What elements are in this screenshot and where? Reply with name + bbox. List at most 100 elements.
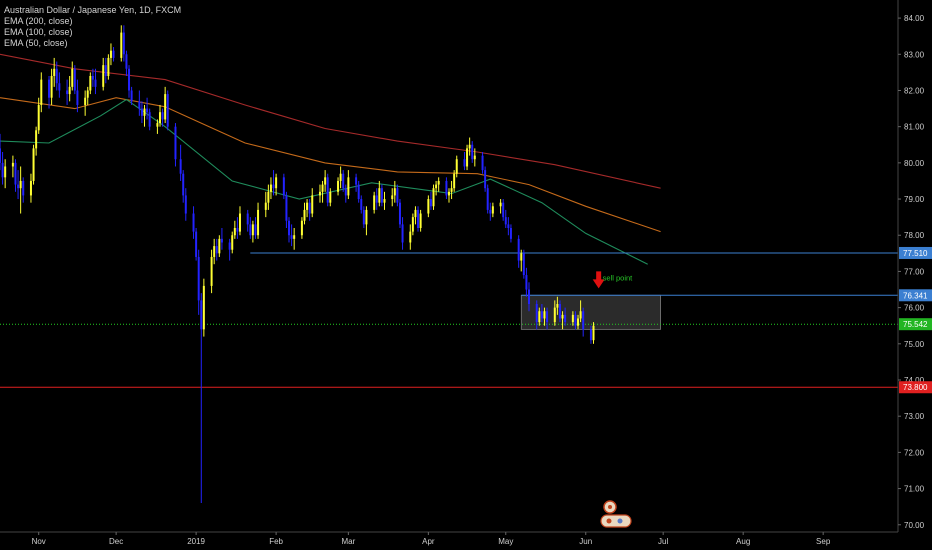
candle (308, 199, 311, 221)
candle-body (11, 162, 14, 167)
y-tick-label: 84.00 (904, 14, 925, 23)
candle-body (109, 50, 112, 58)
x-tick-label: Jun (579, 537, 592, 546)
candle (269, 177, 272, 200)
candle-body (375, 195, 378, 203)
candle (40, 72, 43, 113)
candle-body (417, 209, 420, 228)
candle-body (393, 188, 396, 196)
candle (574, 311, 577, 330)
candle-body (535, 304, 538, 323)
candle (257, 202, 260, 239)
candle (409, 224, 412, 250)
candle (303, 202, 306, 225)
watermark-logo (600, 500, 632, 528)
candle (522, 249, 525, 279)
candle (556, 296, 559, 315)
candle (435, 180, 438, 196)
candle-body (391, 195, 394, 200)
candle-body (543, 311, 546, 319)
candle (68, 76, 71, 102)
x-tick-label: 2019 (187, 537, 205, 546)
candle (285, 191, 288, 228)
x-tick-label: Jul (658, 537, 668, 546)
candle-body (272, 184, 275, 189)
price-tag-label: 75.542 (903, 320, 928, 329)
y-tick-label: 79.00 (904, 195, 925, 204)
candle-body (68, 86, 71, 95)
candle (231, 231, 234, 254)
candle (561, 311, 564, 330)
candle-body (339, 173, 342, 181)
candle (318, 184, 321, 203)
candle-body (365, 209, 368, 225)
sell-point-label: sell point (603, 273, 634, 282)
candle (337, 177, 340, 196)
candle (213, 238, 216, 265)
candle-body (592, 325, 595, 341)
candle-body (71, 68, 74, 87)
candle-body (509, 228, 512, 239)
candle-body (432, 188, 435, 207)
candle-body (288, 220, 291, 236)
candle-body (112, 50, 115, 58)
candle-body (89, 76, 92, 91)
candle (76, 79, 79, 113)
candle-body (489, 209, 492, 214)
candle-body (321, 184, 324, 192)
candle (37, 97, 40, 134)
candle (380, 184, 383, 207)
horizontal-levels[interactable] (0, 252, 898, 388)
candle-body (200, 300, 203, 330)
candle-body (94, 79, 97, 87)
candle-body (437, 180, 440, 185)
legend-ema50: EMA (50, close) (4, 38, 68, 48)
candle-body (362, 209, 365, 225)
candle (339, 166, 342, 189)
candle (401, 217, 404, 250)
candle (520, 249, 523, 272)
candle (342, 170, 345, 192)
candle (355, 173, 358, 192)
candle (73, 65, 76, 95)
ema-lines (0, 53, 661, 265)
candle (571, 311, 574, 326)
candle-body (429, 199, 432, 207)
candle-body (138, 101, 141, 109)
candle-body (184, 195, 187, 214)
candle-body (329, 191, 332, 203)
candle (112, 47, 115, 62)
candle (429, 191, 432, 210)
candle-body (282, 177, 285, 196)
candle-body (507, 224, 510, 228)
logo-badge-dot (606, 518, 612, 524)
candle (362, 206, 365, 228)
candle (329, 188, 332, 207)
candle (453, 170, 456, 192)
candle (179, 144, 182, 181)
candle (450, 180, 453, 200)
candle (432, 184, 435, 210)
candle (527, 282, 530, 312)
candle (592, 322, 595, 344)
candle (17, 170, 20, 200)
candle (509, 224, 512, 243)
candle-body (347, 177, 350, 196)
candle-body (213, 246, 216, 257)
candle-body (179, 159, 182, 174)
current-price-tag: 75.542 (899, 318, 932, 331)
candle (393, 180, 396, 203)
candle (577, 314, 580, 330)
candle-body (166, 94, 169, 127)
candle (502, 199, 505, 221)
candle-body (264, 202, 267, 210)
candle (326, 173, 329, 207)
candle-body (32, 148, 35, 181)
candle (71, 61, 74, 91)
candle (484, 166, 487, 192)
candle (146, 97, 149, 120)
support-price-tag: 77.510 (899, 246, 932, 259)
candle (264, 191, 267, 218)
candle (161, 108, 164, 127)
